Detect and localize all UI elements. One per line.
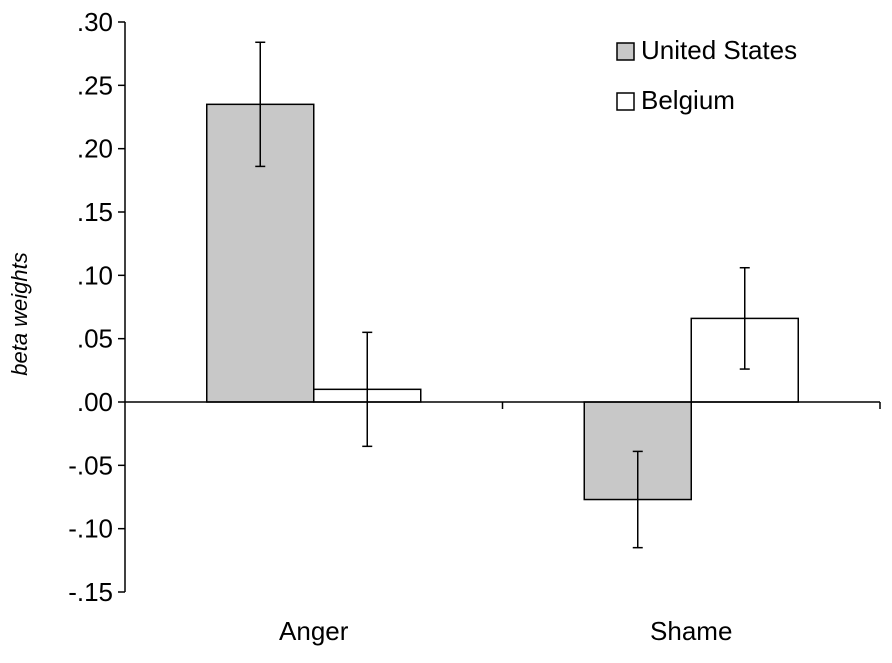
y-tick-label: .10: [77, 260, 113, 290]
legend: United States Belgium: [616, 35, 797, 115]
y-axis-title: beta weights: [7, 252, 32, 376]
legend-swatch: [616, 92, 635, 111]
y-tick-label: .00: [77, 387, 113, 417]
y-tick-label: .20: [77, 134, 113, 164]
y-tick-label: -.15: [68, 577, 113, 607]
y-tick-label: .15: [77, 197, 113, 227]
y-tick-label: -.10: [68, 514, 113, 544]
x-category-label: Shame: [650, 616, 732, 646]
legend-label: United States: [641, 35, 797, 65]
x-axis: Anger Shame: [125, 401, 881, 646]
y-tick-label: -.05: [68, 450, 113, 480]
y-axis: .30 .25 .20 .15 .10 .05 .00 -.05 -.10 -.15: [68, 7, 126, 607]
error-bars: [255, 41, 750, 549]
y-tick-label: .30: [77, 7, 113, 37]
x-category-label: Anger: [279, 616, 349, 646]
y-tick-label: .05: [77, 324, 113, 354]
bars: [206, 103, 799, 501]
legend-label: Belgium: [641, 85, 735, 115]
legend-swatch: [616, 42, 635, 61]
y-tick-label: .25: [77, 70, 113, 100]
